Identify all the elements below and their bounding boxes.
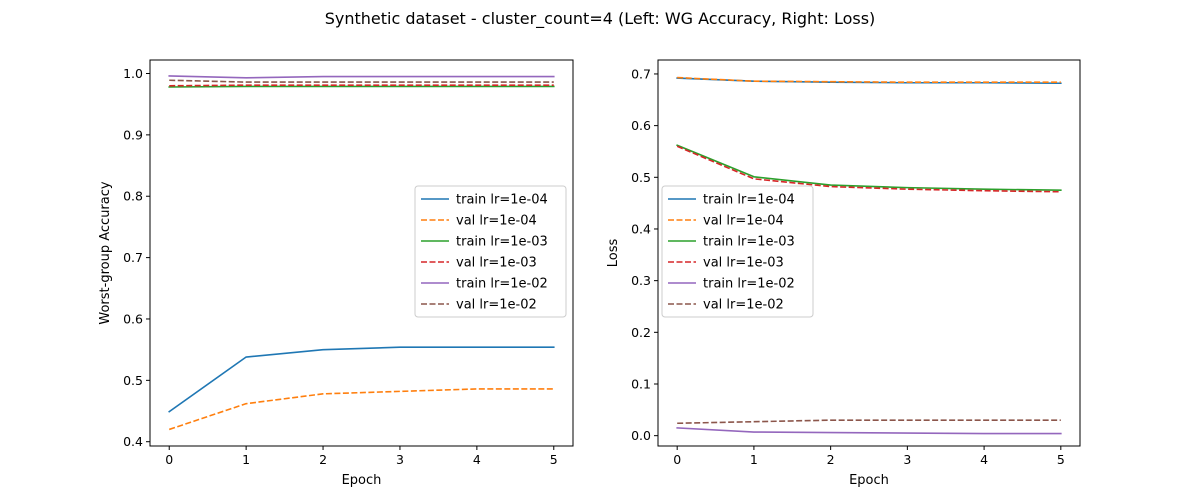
- accuracy-legend-label-4: train lr=1e-02: [456, 277, 548, 292]
- accuracy-series-line-4: [168, 75, 555, 79]
- accuracy-legend-box: [414, 185, 567, 318]
- loss-x-tick-label: 1: [750, 452, 758, 467]
- accuracy-legend-label-3: val lr=1e-03: [456, 256, 537, 271]
- loss-legend-label-2: train lr=1e-03: [703, 235, 795, 250]
- loss-series-line-4: [676, 427, 1062, 435]
- loss-series-line-1: [677, 76, 1061, 84]
- accuracy-y-tick-label: 0.5: [123, 373, 143, 388]
- loss-x-tick-label: 0: [673, 452, 681, 467]
- loss-series-line-3: [676, 145, 1061, 193]
- loss-y-tick-label: 0.4: [631, 221, 651, 236]
- accuracy-x-tick-label: 1: [242, 452, 250, 467]
- loss-legend-label-0: train lr=1e-04: [703, 193, 795, 208]
- loss-x-tick-label: 3: [903, 452, 911, 467]
- loss-legend-label-5: val lr=1e-02: [703, 298, 784, 313]
- accuracy-y-axis-label: Worst-group Accuracy: [98, 181, 113, 324]
- accuracy-axes-frame: [149, 59, 574, 447]
- accuracy-x-tick-label: 4: [473, 452, 481, 467]
- accuracy-x-axis-label: Epoch: [342, 473, 382, 488]
- accuracy-y-tick-label: 0.6: [123, 311, 143, 326]
- loss-legend-box: [661, 185, 814, 318]
- loss-y-tick-label: 0.0: [631, 428, 651, 443]
- accuracy-y-tick-label: 0.7: [123, 250, 143, 265]
- loss-chart: 0 1 2 3 4 5 0.0 0.1 0.2 0.3 0.4 0.5 0.6 0.7 Epoch Loss t…: [606, 59, 1081, 488]
- accuracy-chart: 0 1 2 3 4 5 0.4 0.5 0.6 0.7 0.8 0.9 1.0 Epoch Worst-gr…: [98, 59, 574, 488]
- accuracy-x-tick-label: 0: [165, 452, 173, 467]
- accuracy-series-line-2: [168, 85, 555, 88]
- accuracy-y-tick-label: 0.4: [123, 434, 143, 449]
- accuracy-x-tick-label: 5: [550, 452, 558, 467]
- loss-x-tick-label: 5: [1057, 452, 1065, 467]
- accuracy-x-tick-label: 3: [396, 452, 404, 467]
- accuracy-series-line-1: [168, 388, 554, 431]
- loss-legend-label-1: val lr=1e-04: [703, 214, 784, 229]
- loss-x-axis-label: Epoch: [849, 473, 889, 488]
- loss-legend: train lr=1e-04 val lr=1e-04 train lr=1e-03…: [661, 185, 814, 318]
- accuracy-legend-label-2: train lr=1e-03: [456, 235, 548, 250]
- loss-x-tick-label: 4: [980, 452, 988, 467]
- loss-axes-frame: [657, 59, 1081, 447]
- accuracy-x-tick-label: 2: [319, 452, 327, 467]
- loss-series-line-2: [676, 144, 1062, 192]
- loss-series-line-5: [677, 419, 1061, 425]
- loss-y-tick-label: 0.6: [631, 118, 651, 133]
- accuracy-legend-label-5: val lr=1e-02: [456, 298, 537, 313]
- loss-y-axis-label: Loss: [606, 239, 621, 268]
- loss-y-tick-label: 0.3: [631, 273, 651, 288]
- loss-y-tick-label: 0.7: [631, 66, 651, 81]
- accuracy-series-line-0: [168, 346, 555, 413]
- loss-series-group: [676, 76, 1062, 435]
- accuracy-series-group: [168, 75, 555, 431]
- accuracy-legend-label-0: train lr=1e-04: [456, 193, 548, 208]
- loss-y-tick-label: 0.5: [631, 170, 651, 185]
- accuracy-legend-label-1: val lr=1e-04: [456, 214, 537, 229]
- accuracy-y-tick-label: 0.8: [123, 189, 143, 204]
- loss-x-tick-label: 2: [827, 452, 835, 467]
- figure-title: Synthetic dataset - cluster_count=4 (Lef…: [325, 9, 876, 29]
- loss-legend-label-3: val lr=1e-03: [703, 256, 784, 271]
- loss-y-tick-label: 0.2: [631, 325, 651, 340]
- accuracy-y-tick-label: 1.0: [123, 66, 143, 81]
- accuracy-legend: train lr=1e-04 val lr=1e-04 train lr=1e-03…: [414, 185, 567, 318]
- loss-legend-label-4: train lr=1e-02: [703, 277, 795, 292]
- accuracy-y-tick-label: 0.9: [123, 127, 143, 142]
- accuracy-series-line-3: [169, 84, 554, 87]
- loss-y-tick-label: 0.1: [631, 376, 651, 391]
- accuracy-series-line-5: [169, 79, 554, 83]
